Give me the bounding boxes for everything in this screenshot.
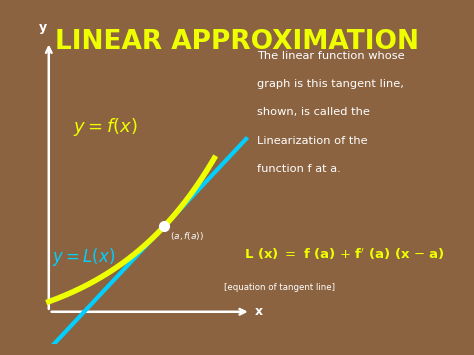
Text: function f at a.: function f at a. bbox=[257, 164, 341, 174]
Text: $y = L(x)$: $y = L(x)$ bbox=[53, 246, 116, 268]
Text: graph is this tangent line,: graph is this tangent line, bbox=[257, 79, 404, 89]
Text: shown, is called the: shown, is called the bbox=[257, 108, 370, 118]
Text: $y = f(x)$: $y = f(x)$ bbox=[73, 116, 138, 138]
Text: The linear function whose: The linear function whose bbox=[257, 51, 405, 61]
Text: Linearization of the: Linearization of the bbox=[257, 136, 368, 146]
Text: $(a, f(a))$: $(a, f(a))$ bbox=[170, 230, 204, 242]
Text: LINEAR APPROXIMATION: LINEAR APPROXIMATION bbox=[55, 29, 419, 55]
Text: [equation of tangent line]: [equation of tangent line] bbox=[224, 283, 335, 291]
Text: y: y bbox=[38, 21, 46, 34]
Text: x: x bbox=[255, 305, 264, 318]
Text: L (x) $=$ f (a) $+$ f$'$ (a) (x $-$ a): L (x) $=$ f (a) $+$ f$'$ (a) (x $-$ a) bbox=[244, 246, 445, 262]
